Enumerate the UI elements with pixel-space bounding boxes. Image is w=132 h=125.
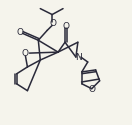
Text: O: O	[22, 49, 29, 58]
Text: O: O	[62, 22, 70, 31]
Text: O: O	[16, 28, 23, 37]
Text: O: O	[50, 19, 57, 28]
Text: N: N	[76, 52, 82, 62]
Text: O: O	[88, 85, 95, 94]
